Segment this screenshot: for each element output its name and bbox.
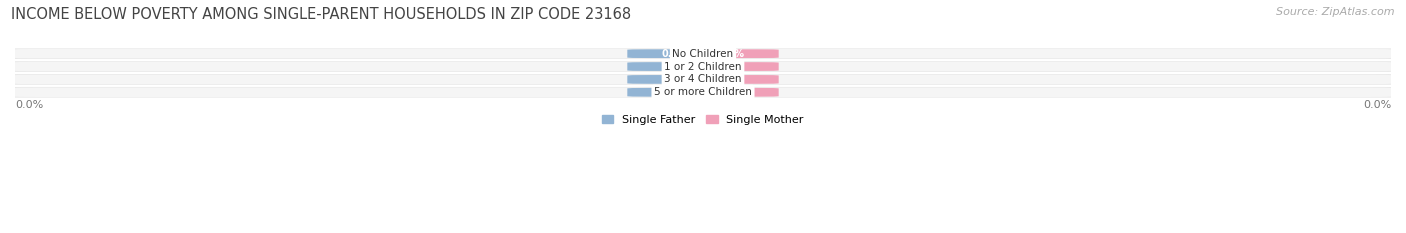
Legend: Single Father, Single Mother: Single Father, Single Mother xyxy=(598,110,808,130)
FancyBboxPatch shape xyxy=(0,61,1406,72)
Text: INCOME BELOW POVERTY AMONG SINGLE-PARENT HOUSEHOLDS IN ZIP CODE 23168: INCOME BELOW POVERTY AMONG SINGLE-PARENT… xyxy=(11,7,631,22)
FancyBboxPatch shape xyxy=(15,62,1391,71)
Text: 0.0%: 0.0% xyxy=(15,100,44,110)
FancyBboxPatch shape xyxy=(627,88,724,97)
FancyBboxPatch shape xyxy=(627,49,724,58)
Text: No Children: No Children xyxy=(672,49,734,59)
Text: 5 or more Children: 5 or more Children xyxy=(654,87,752,97)
FancyBboxPatch shape xyxy=(682,88,779,97)
FancyBboxPatch shape xyxy=(682,75,779,84)
Text: 3 or 4 Children: 3 or 4 Children xyxy=(664,74,742,84)
FancyBboxPatch shape xyxy=(0,74,1406,85)
Text: 0.0%: 0.0% xyxy=(717,49,744,59)
FancyBboxPatch shape xyxy=(15,75,1391,84)
FancyBboxPatch shape xyxy=(15,49,1391,58)
Text: 0.0%: 0.0% xyxy=(717,74,744,84)
FancyBboxPatch shape xyxy=(682,49,779,58)
Text: 0.0%: 0.0% xyxy=(1362,100,1391,110)
FancyBboxPatch shape xyxy=(627,62,724,71)
FancyBboxPatch shape xyxy=(0,87,1406,98)
Text: 0.0%: 0.0% xyxy=(662,74,689,84)
Text: 0.0%: 0.0% xyxy=(717,87,744,97)
Text: 0.0%: 0.0% xyxy=(662,49,689,59)
FancyBboxPatch shape xyxy=(627,75,724,84)
Text: Source: ZipAtlas.com: Source: ZipAtlas.com xyxy=(1277,7,1395,17)
Text: 0.0%: 0.0% xyxy=(662,87,689,97)
Text: 0.0%: 0.0% xyxy=(717,62,744,72)
FancyBboxPatch shape xyxy=(15,88,1391,97)
FancyBboxPatch shape xyxy=(682,62,779,71)
Text: 1 or 2 Children: 1 or 2 Children xyxy=(664,62,742,72)
FancyBboxPatch shape xyxy=(0,48,1406,59)
Text: 0.0%: 0.0% xyxy=(662,62,689,72)
